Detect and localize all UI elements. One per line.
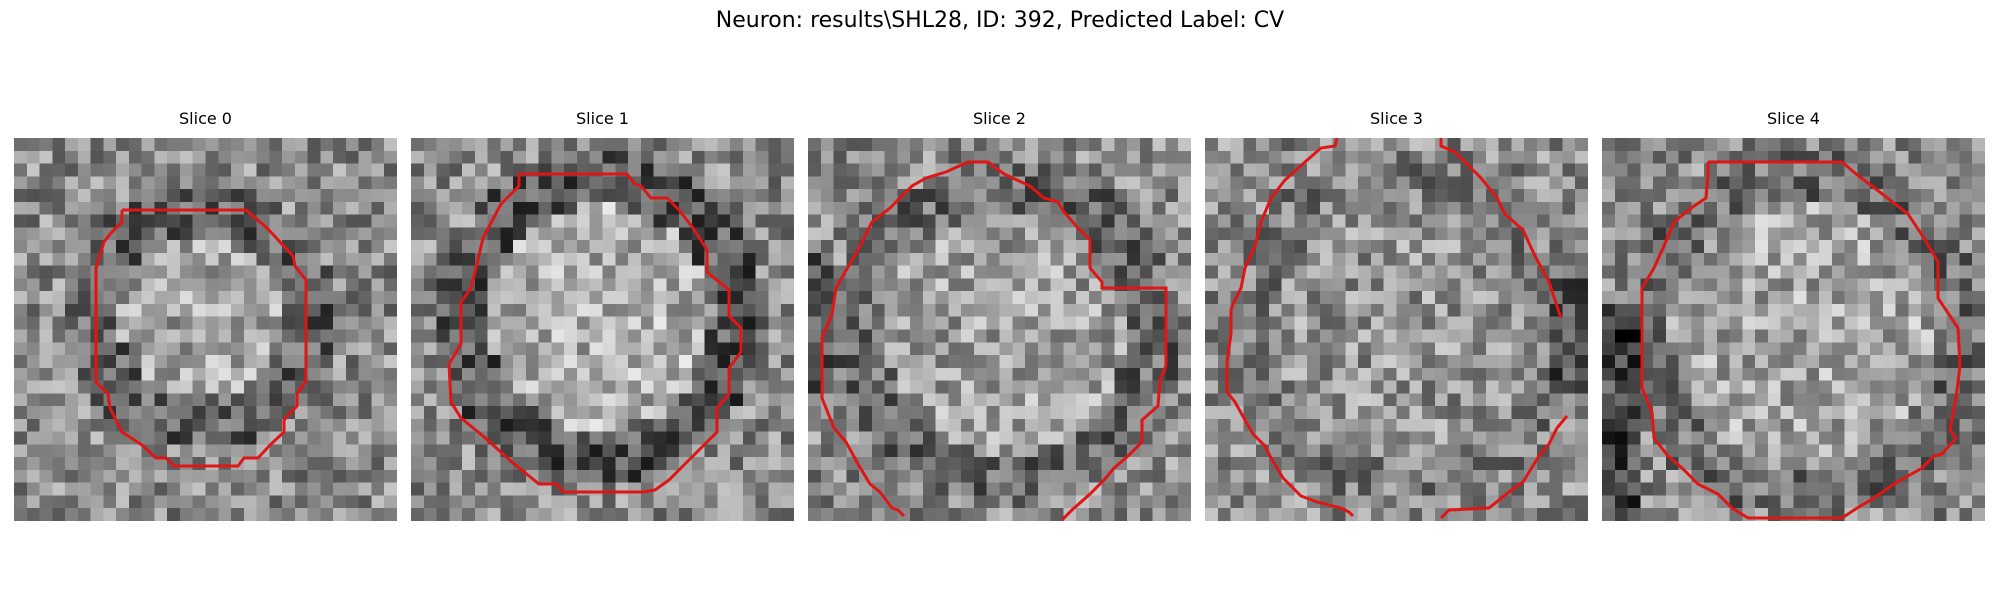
slice-2-panel (808, 138, 1191, 521)
slice-1-contour (447, 172, 743, 494)
slice-1-panel (411, 138, 794, 521)
slice-0-image (14, 138, 397, 521)
slice-0-panel (14, 138, 397, 521)
figure-title: Neuron: results\SHL28, ID: 392, Predicte… (715, 8, 1285, 33)
slice-1-title: Slice 1 (576, 109, 629, 128)
slice-1-image (411, 138, 794, 521)
slice-4-contour (1640, 160, 1962, 520)
slice-0-contour (94, 208, 308, 468)
slice-2-contour (820, 160, 1168, 521)
slice-3-title: Slice 3 (1370, 109, 1423, 128)
slice-3-panel (1205, 138, 1588, 521)
slice-4-title: Slice 4 (1767, 109, 1820, 128)
slice-4-panel (1602, 138, 1985, 521)
slice-2-title: Slice 2 (973, 109, 1026, 128)
slice-0-title: Slice 0 (179, 109, 232, 128)
slice-4-image (1602, 138, 1985, 521)
slice-3-contour (1225, 138, 1569, 520)
